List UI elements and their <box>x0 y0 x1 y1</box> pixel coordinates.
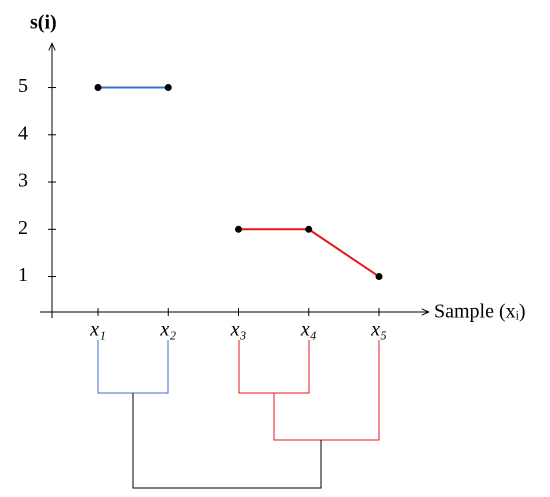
data-point <box>305 225 313 233</box>
y-tick-label: 4 <box>18 122 28 144</box>
cluster-red <box>238 340 380 441</box>
dendrogram <box>97 340 380 489</box>
x-tick-label: x₄ <box>300 319 317 341</box>
y-tick-label: 2 <box>18 217 28 239</box>
data-point <box>164 84 172 92</box>
cluster-blue <box>97 340 169 394</box>
data-point <box>235 225 242 233</box>
data-point <box>375 273 383 281</box>
y-tick-label: 3 <box>18 170 28 192</box>
y-tick-label: 5 <box>18 75 28 97</box>
series-line <box>238 228 380 278</box>
x-axis-label: Sample (xᵢ) <box>434 301 526 323</box>
y-axis-label: s(i) <box>30 12 57 34</box>
x-tick-label: x₁ <box>89 319 106 341</box>
x-tick-label: x₃ <box>230 319 247 341</box>
y-tick-label: 1 <box>18 264 28 286</box>
cluster-root <box>132 393 322 489</box>
x-tick-label: x₂ <box>159 319 176 341</box>
data-point <box>94 84 102 92</box>
x-tick-label: x₅ <box>370 319 387 341</box>
